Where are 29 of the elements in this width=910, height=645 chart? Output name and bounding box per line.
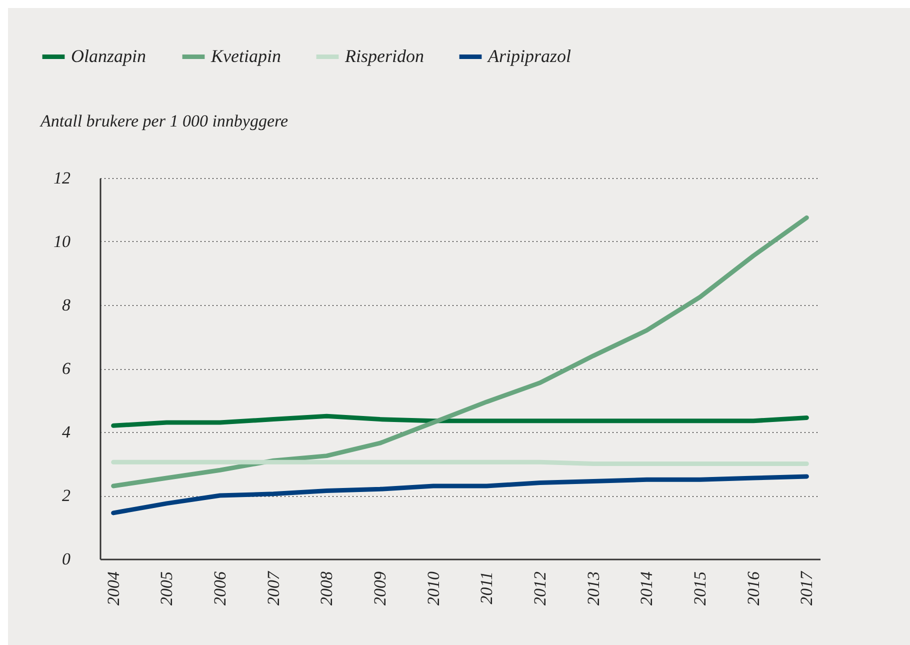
y-tick-label: 0: [62, 550, 71, 568]
line-series: [111, 215, 809, 488]
x-tick-label: 2006: [210, 571, 230, 606]
line-series: [111, 414, 809, 428]
y-tick-label: 2: [62, 486, 71, 505]
y-axis-title: Antall brukere per 1 000 innbyggere: [40, 112, 288, 130]
x-tick-label: 2009: [370, 571, 390, 606]
y-tick-label: 8: [62, 296, 71, 314]
x-tick-label: 2010: [424, 571, 443, 606]
x-tick-label: 2017: [797, 570, 816, 606]
legend-label: Olanzapin: [71, 46, 146, 66]
x-tick-label: 2013: [584, 572, 603, 606]
y-tick-label: 4: [62, 422, 71, 442]
x-tick-label: 2004: [104, 571, 123, 606]
x-tick-label: 2012: [530, 571, 550, 606]
x-tick-label: 2016: [744, 571, 763, 606]
x-tick-label: 2014: [637, 571, 656, 606]
y-tick-label: 6: [62, 359, 71, 378]
x-tick-label: 2005: [157, 572, 176, 606]
x-tick-label: 2007: [264, 570, 283, 606]
x-tick-label: 2015: [690, 572, 710, 606]
legend-label: Risperidon: [344, 46, 424, 66]
x-tick-label: 2011: [477, 572, 496, 604]
y-tick-label: 10: [54, 232, 71, 251]
y-tick-label: 12: [54, 168, 71, 188]
x-tick-label: 2008: [317, 571, 336, 606]
legend-label: Kvetiapin: [210, 46, 281, 66]
line-series: [111, 474, 809, 516]
legend-label: Aripiprazol: [487, 46, 572, 66]
